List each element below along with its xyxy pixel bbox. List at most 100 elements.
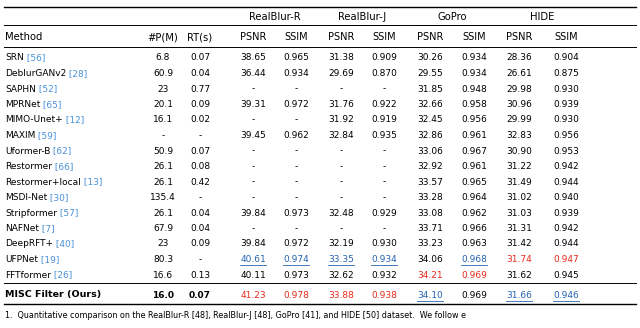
Text: -: -: [339, 193, 342, 202]
Text: 32.84: 32.84: [328, 131, 354, 140]
Text: -: -: [382, 224, 386, 233]
Text: 31.22: 31.22: [506, 162, 532, 171]
Text: Method: Method: [5, 32, 42, 42]
Text: 0.870: 0.870: [371, 69, 397, 78]
Text: [7]: [7]: [39, 224, 54, 233]
Text: 0.875: 0.875: [553, 69, 579, 78]
Text: 29.99: 29.99: [506, 115, 532, 125]
Text: 0.965: 0.965: [461, 177, 487, 187]
Text: -: -: [382, 162, 386, 171]
Text: 0.04: 0.04: [190, 224, 210, 233]
Text: 31.74: 31.74: [506, 255, 532, 264]
Text: 40.61: 40.61: [240, 255, 266, 264]
Text: -: -: [252, 224, 255, 233]
Text: MSDI-Net: MSDI-Net: [5, 193, 47, 202]
Text: 0.978: 0.978: [283, 291, 309, 299]
Text: -: -: [339, 224, 342, 233]
Text: 31.49: 31.49: [506, 177, 532, 187]
Text: 0.962: 0.962: [283, 131, 309, 140]
Text: 0.956: 0.956: [461, 115, 487, 125]
Text: 26.1: 26.1: [153, 177, 173, 187]
Text: 31.03: 31.03: [506, 209, 532, 217]
Text: FFTformer: FFTformer: [5, 271, 51, 279]
Text: 31.38: 31.38: [328, 53, 354, 63]
Text: [52]: [52]: [36, 85, 57, 93]
Text: 0.934: 0.934: [371, 255, 397, 264]
Text: 0.07: 0.07: [189, 291, 211, 299]
Text: SSIM: SSIM: [372, 32, 396, 42]
Text: 34.10: 34.10: [417, 291, 443, 299]
Text: 16.6: 16.6: [153, 271, 173, 279]
Text: 0.966: 0.966: [461, 224, 487, 233]
Text: PSNR: PSNR: [328, 32, 354, 42]
Text: 0.42: 0.42: [190, 177, 210, 187]
Text: SAPHN: SAPHN: [5, 85, 36, 93]
Text: 20.1: 20.1: [153, 100, 173, 109]
Text: 0.969: 0.969: [461, 291, 487, 299]
Text: 33.23: 33.23: [417, 239, 443, 249]
Text: [57]: [57]: [57, 209, 78, 217]
Text: [59]: [59]: [35, 131, 57, 140]
Text: 50.9: 50.9: [153, 147, 173, 155]
Text: [62]: [62]: [51, 147, 72, 155]
Text: 0.967: 0.967: [461, 147, 487, 155]
Text: -: -: [252, 85, 255, 93]
Text: 31.76: 31.76: [328, 100, 354, 109]
Text: SSIM: SSIM: [284, 32, 308, 42]
Text: DeepRFT+: DeepRFT+: [5, 239, 53, 249]
Text: 39.45: 39.45: [240, 131, 266, 140]
Text: 0.939: 0.939: [553, 100, 579, 109]
Text: -: -: [294, 115, 298, 125]
Text: -: -: [382, 85, 386, 93]
Text: 30.26: 30.26: [417, 53, 443, 63]
Text: 0.04: 0.04: [190, 209, 210, 217]
Text: 32.83: 32.83: [506, 131, 532, 140]
Text: 0.930: 0.930: [553, 115, 579, 125]
Text: -: -: [294, 177, 298, 187]
Text: 32.45: 32.45: [417, 115, 443, 125]
Text: 0.961: 0.961: [461, 131, 487, 140]
Text: [56]: [56]: [24, 53, 45, 63]
Text: -: -: [294, 162, 298, 171]
Text: 33.71: 33.71: [417, 224, 443, 233]
Text: -: -: [382, 193, 386, 202]
Text: 30.96: 30.96: [506, 100, 532, 109]
Text: 0.958: 0.958: [461, 100, 487, 109]
Text: 0.934: 0.934: [283, 69, 309, 78]
Text: -: -: [198, 255, 202, 264]
Text: 39.31: 39.31: [240, 100, 266, 109]
Text: 0.942: 0.942: [553, 162, 579, 171]
Text: 0.942: 0.942: [553, 224, 579, 233]
Text: 0.934: 0.934: [461, 69, 487, 78]
Text: Uformer-B: Uformer-B: [5, 147, 51, 155]
Text: 0.932: 0.932: [371, 271, 397, 279]
Text: 0.938: 0.938: [371, 291, 397, 299]
Text: 0.947: 0.947: [553, 255, 579, 264]
Text: 0.973: 0.973: [283, 271, 309, 279]
Text: 31.92: 31.92: [328, 115, 354, 125]
Text: 32.86: 32.86: [417, 131, 443, 140]
Text: 0.09: 0.09: [190, 239, 210, 249]
Text: 39.84: 39.84: [240, 239, 266, 249]
Text: -: -: [294, 85, 298, 93]
Text: 32.66: 32.66: [417, 100, 443, 109]
Text: 0.904: 0.904: [553, 53, 579, 63]
Text: 0.930: 0.930: [371, 239, 397, 249]
Text: -: -: [252, 115, 255, 125]
Text: [26]: [26]: [51, 271, 72, 279]
Text: -: -: [294, 224, 298, 233]
Text: 31.62: 31.62: [506, 271, 532, 279]
Text: 135.4: 135.4: [150, 193, 176, 202]
Text: SSIM: SSIM: [554, 32, 578, 42]
Text: 34.21: 34.21: [417, 271, 443, 279]
Text: SRN: SRN: [5, 53, 24, 63]
Text: 0.07: 0.07: [190, 53, 210, 63]
Text: -: -: [382, 147, 386, 155]
Text: -: -: [252, 147, 255, 155]
Text: 0.946: 0.946: [553, 291, 579, 299]
Text: [40]: [40]: [53, 239, 74, 249]
Text: PSNR: PSNR: [417, 32, 443, 42]
Text: UFPNet: UFPNet: [5, 255, 38, 264]
Text: Restormer+local: Restormer+local: [5, 177, 81, 187]
Text: 0.969: 0.969: [461, 271, 487, 279]
